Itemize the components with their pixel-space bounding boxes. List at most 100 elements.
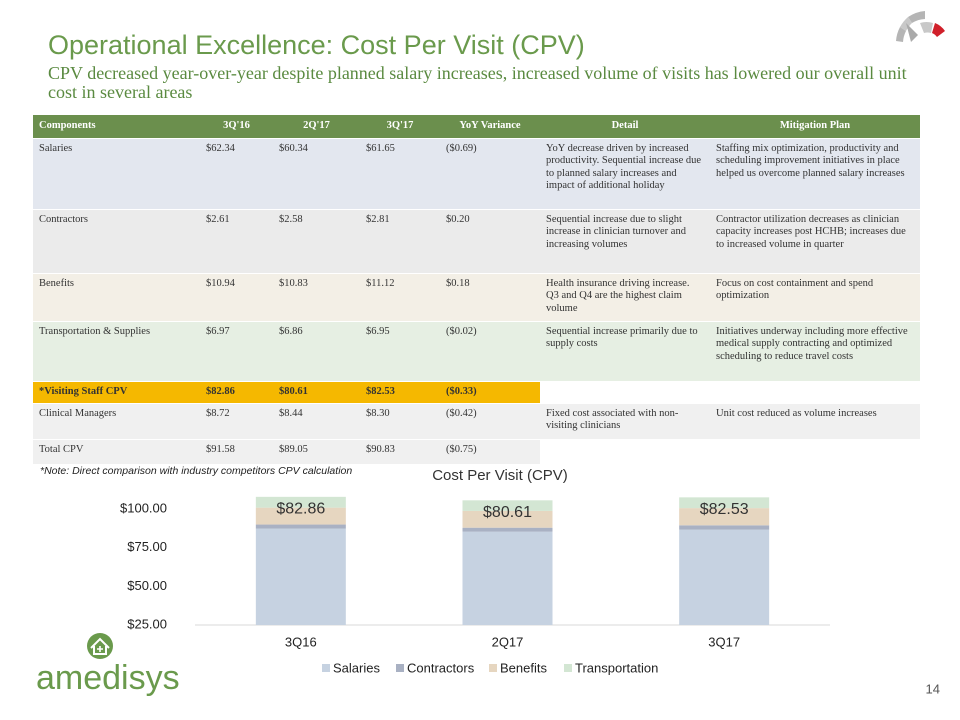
table-cell: $2.61 [200, 209, 273, 274]
table-cell: $2.81 [360, 209, 440, 274]
slide-subtitle: CPV decreased year-over-year despite pla… [48, 63, 907, 102]
cpv-table: Components 3Q'16 2Q'17 3Q'17 YoY Variance Det… [33, 115, 920, 465]
table-cell: Transportation & Supplies [33, 321, 200, 382]
table-row: *Visiting Staff CPV $82.86 $80.61 $82.53 ($0… [33, 381, 920, 404]
table-cell: $61.65 [360, 138, 440, 210]
legend-swatch [322, 664, 330, 672]
bar-segment [255, 496, 346, 508]
page-number: 14 [926, 681, 940, 696]
x-tick-label: 2Q17 [492, 634, 524, 649]
logo-icon [87, 633, 113, 659]
y-tick-label: $25.00 [127, 616, 167, 631]
legend-label: Contractors [407, 660, 475, 675]
table-cell: $8.30 [360, 403, 440, 440]
table-cell: Contractor utilization decreases as clin… [710, 209, 920, 274]
logo-text: amedisys [36, 659, 180, 697]
table-cell: Contractors [33, 209, 200, 274]
table-cell: ($0.02) [440, 321, 540, 382]
table-cell: YoY decrease driven by increased product… [540, 138, 710, 210]
legend-label: Salaries [333, 660, 380, 675]
table-cell: Salaries [33, 138, 200, 210]
table-cell: Health insurance driving increase. Q3 an… [540, 273, 710, 322]
table-row: Transportation & Supplies $6.97 $6.86 $6.95… [33, 321, 920, 382]
table-cell: Staffing mix optimization, productivity … [710, 138, 920, 210]
table-cell: $80.61 [273, 381, 360, 404]
header-cell: YoY Variance [440, 115, 540, 139]
table-cell: ($0.69) [440, 138, 540, 210]
empty-cell [540, 381, 710, 404]
table-cell: $62.34 [200, 138, 273, 210]
table-cell: $82.53 [360, 381, 440, 404]
table-cell: $8.72 [200, 403, 273, 440]
bar-segment [679, 508, 770, 526]
y-tick-label: $75.00 [127, 539, 167, 554]
table-row: Benefits $10.94 $10.83 $11.12 $0.18 Health in… [33, 273, 920, 322]
total-label: $80.61 [483, 504, 532, 521]
table-cell: $89.05 [273, 439, 360, 465]
legend-swatch [396, 664, 404, 672]
total-label: $82.86 [276, 501, 325, 518]
bar-segment [255, 507, 346, 525]
table-cell: $8.44 [273, 403, 360, 440]
table-cell: ($0.42) [440, 403, 540, 440]
empty-cell [710, 439, 920, 465]
table-cell: $10.94 [200, 273, 273, 322]
legend-label: Benefits [500, 660, 547, 675]
legend-label: Transportation [575, 660, 658, 675]
corner-icon [896, 11, 945, 42]
bar-segment [679, 525, 770, 530]
bar-segment [462, 531, 553, 625]
empty-cell [710, 381, 920, 404]
table-cell: Initiatives underway including more effe… [710, 321, 920, 382]
y-tick-label: $50.00 [127, 578, 167, 593]
table-cell: $82.86 [200, 381, 273, 404]
table-cell: ($0.75) [440, 439, 540, 465]
y-tick-label: $100.00 [120, 500, 167, 515]
total-label: $82.53 [700, 501, 749, 518]
empty-cell [540, 439, 710, 465]
table-cell: $10.83 [273, 273, 360, 322]
table-cell: ($0.33) [440, 381, 540, 404]
header-cell: Detail [540, 115, 710, 139]
legend-swatch [489, 664, 497, 672]
x-tick-label: 3Q16 [285, 634, 317, 649]
table-cell: $0.20 [440, 209, 540, 274]
table-cell: Sequential increase primarily due to sup… [540, 321, 710, 382]
header-cell: 2Q'17 [273, 115, 360, 139]
table-cell: Fixed cost associated with non-visiting … [540, 403, 710, 440]
table-cell: Benefits [33, 273, 200, 322]
table-row: Contractors $2.61 $2.58 $2.81 $0.20 Sequentia… [33, 209, 920, 274]
table-cell: Clinical Managers [33, 403, 200, 440]
table-row: Clinical Managers $8.72 $8.44 $8.30 ($0.42) F… [33, 403, 920, 440]
table-cell: $0.18 [440, 273, 540, 322]
bar-segment [255, 528, 346, 625]
x-tick-label: 3Q17 [708, 634, 740, 649]
table-cell: $60.34 [273, 138, 360, 210]
legend-swatch [564, 664, 572, 672]
table-cell: $90.83 [360, 439, 440, 465]
bar-segment [679, 497, 770, 509]
table-row: Total CPV $91.58 $89.05 $90.83 ($0.75) [33, 439, 920, 465]
bar-segment [462, 510, 553, 528]
table-cell: $91.58 [200, 439, 273, 465]
header-cell: 3Q'17 [360, 115, 440, 139]
table-cell: Unit cost reduced as volume increases [710, 403, 920, 440]
bar-segment [255, 524, 346, 529]
bar-segment [679, 529, 770, 625]
note: *Note: Direct comparison with industry c… [40, 465, 353, 477]
table-cell: Focus on cost containment and spend opti… [710, 273, 920, 322]
table-cell: $6.95 [360, 321, 440, 382]
table-cell: $6.97 [200, 321, 273, 382]
header-cell: Components [33, 115, 200, 139]
table-header: Components 3Q'16 2Q'17 3Q'17 YoY Variance Det… [33, 115, 920, 139]
table-cell: $2.58 [273, 209, 360, 274]
chart-title: Cost Per Visit (CPV) [432, 467, 568, 484]
table-cell: Sequential increase due to slight increa… [540, 209, 710, 274]
table-cell: Total CPV [33, 439, 200, 465]
table-cell: $11.12 [360, 273, 440, 322]
header-cell: Mitigation Plan [710, 115, 920, 139]
bar-segment [462, 500, 553, 511]
slide-title: Operational Excellence: Cost Per Visit (… [48, 30, 585, 60]
bar-segment [462, 527, 553, 532]
